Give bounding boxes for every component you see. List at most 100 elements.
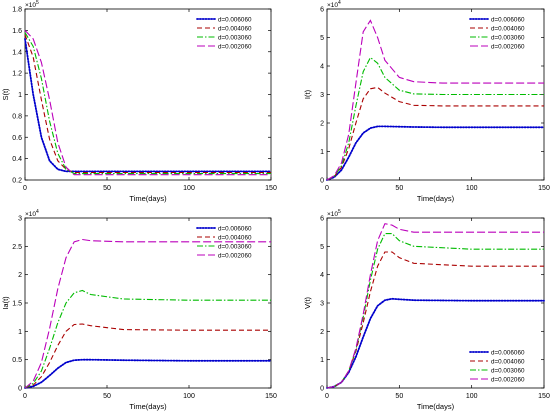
x-tick-label: 50 [395,393,403,400]
legend-label: d=0.003060 [491,34,525,41]
y-tick-label: 0 [18,386,22,393]
legend-label: d=0.006060 [218,16,252,23]
legend-label: d=0.003060 [218,34,252,41]
legend-label: d=0.004060 [218,234,252,241]
y-tick-label: 0 [320,386,324,393]
y-tick-label: 3 [18,216,22,223]
legend-label: d=0.002060 [218,43,252,50]
legend-label: d=0.002060 [491,376,525,383]
y-tick-label: 2 [18,272,22,279]
series-line [24,358,272,389]
y-tick-label: 1 [320,149,324,156]
y-tick-label: 4 [320,272,324,279]
legend-label: d=0.006060 [491,16,525,23]
axis-exponent: ×105 [25,0,39,9]
x-axis-label: Time(days) [129,194,167,203]
y-tick-label: 1 [320,357,324,364]
series-line [24,38,272,173]
y-tick-label: 1.4 [12,49,22,56]
axis-exponent: ×105 [327,209,341,218]
x-axis-label: Time(days) [417,402,455,411]
y-tick-label: 3 [320,301,324,308]
x-tick-label: 100 [183,393,195,400]
legend-label: d=0.003060 [218,243,252,250]
y-tick-label: 5 [320,35,324,42]
y-tick-label: 6 [320,7,324,14]
y-tick-label: 1.2 [12,71,22,78]
y-tick-label: 5 [320,244,324,251]
series-line [24,289,271,389]
y-axis-label: S(t) [1,88,10,101]
y-tick-label: 1.8 [12,7,22,14]
axis-exponent-power: 5 [338,209,341,215]
series-line [326,233,544,389]
legend-label: d=0.004060 [491,25,525,32]
series-line [24,32,271,175]
x-tick-label: 150 [538,185,550,192]
y-tick-label: 0.2 [12,178,22,185]
y-tick-label: 2 [320,121,324,128]
y-axis-label: V(t) [303,296,312,309]
series-line [326,297,545,389]
x-tick-label: 0 [325,393,329,400]
series-line [326,86,544,181]
x-tick-label: 150 [265,393,277,400]
y-axis-label: I(t) [303,89,312,99]
series-line [326,223,544,389]
chart-panel: 0 50 100 150 0.2 0.4 0.6 0.8 1 1.2 1.4 1.6 1.8×105 Ti… [1,0,277,203]
legend-label: d=0.004060 [218,25,252,32]
series-line [326,56,544,181]
y-tick-label: 2 [320,329,324,336]
legend-label: d=0.006060 [218,225,252,232]
axis-exponent-power: 4 [36,209,39,215]
y-tick-label: 1.6 [12,28,22,35]
x-tick-label: 50 [103,393,111,400]
y-tick-label: 1 [18,92,22,99]
x-tick-label: 50 [103,185,111,192]
axis-exponent-power: 4 [338,0,341,6]
series-line [326,125,545,181]
legend-label: d=0.006060 [491,349,525,356]
legend-label: d=0.004060 [491,358,525,365]
y-tick-label: 2.5 [12,244,22,251]
chart-panel: 0 50 100 150 0 0.5 1 1.5 2 2.5 3×104 Time(days) Ia(t… [1,209,277,411]
x-tick-label: 0 [23,393,27,400]
y-tick-label: 6 [320,216,324,223]
legend-label: d=0.002060 [218,252,252,259]
y-tick-label: 3 [320,92,324,99]
y-axis-label: Ia(t) [1,296,10,310]
axis-exponent: ×104 [25,209,39,218]
chart-panel: 0 50 100 1500123456×105Time(days)V(t)d=0.00… [303,209,550,411]
y-tick-label: 1 [18,329,22,336]
x-tick-label: 50 [395,185,403,192]
legend-label: d=0.002060 [491,43,525,50]
y-tick-label: 0.4 [12,156,22,163]
axis-exponent-power: 5 [36,0,39,6]
series-line [24,30,271,176]
axis-exponent-base: ×10 [327,211,338,218]
y-tick-label: 4 [320,64,324,71]
x-tick-label: 100 [183,185,195,192]
legend-label: d=0.003060 [491,367,525,374]
y-tick-label: 0.8 [12,113,22,120]
axis-exponent: ×104 [327,0,341,9]
x-tick-label: 100 [466,185,478,192]
x-tick-label: 0 [325,185,329,192]
axis-exponent-base: ×10 [25,2,36,9]
y-tick-label: 0 [320,178,324,185]
x-tick-label: 0 [23,185,27,192]
axis-exponent-base: ×10 [327,2,338,9]
x-axis-label: Time(days) [417,194,455,203]
y-tick-label: 0.5 [12,357,22,364]
series-line [24,323,271,389]
legend: d=0.006060 d=0.004060 d=0.003060 d=0.002060 [469,349,525,383]
legend: d=0.006060 d=0.004060 d=0.003060 d=0.002060 [196,225,252,259]
legend: d=0.006060 d=0.004060 d=0.003060 d=0.002060 [196,16,252,50]
series-line [24,238,271,389]
chart-panel: 0 50 100 1500123456×104Time(days)I(t)d=0.00… [303,0,550,203]
x-axis-label: Time(days) [129,402,167,411]
series-line [24,34,271,174]
y-tick-label: 1.5 [12,301,22,308]
x-tick-label: 150 [538,393,550,400]
